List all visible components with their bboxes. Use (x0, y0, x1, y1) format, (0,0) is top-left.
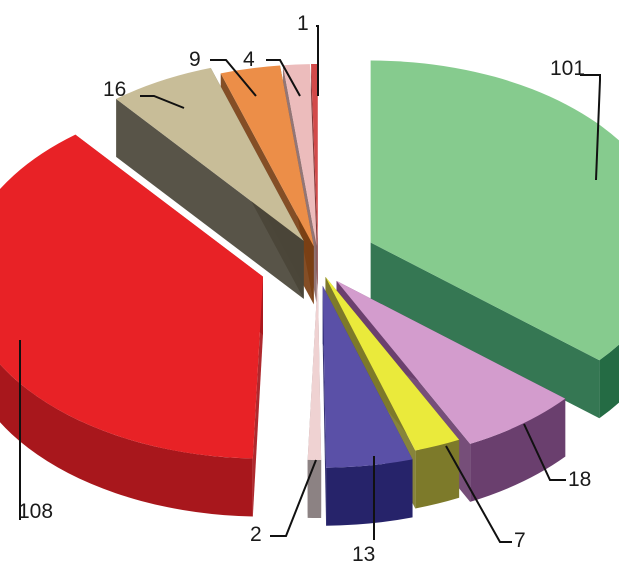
slice-wall-13-1 (322, 285, 327, 526)
leader-line-4 (266, 59, 301, 97)
leader-line-101 (580, 74, 601, 181)
slice-label-16: 16 (103, 78, 126, 101)
slice-side-2 (307, 459, 322, 518)
slice-side-18 (470, 398, 566, 502)
slice-label-18: 18 (568, 468, 591, 491)
pie-slice-101 (370, 60, 619, 419)
slice-top-4 (282, 64, 317, 247)
slice-wall-108-0 (252, 276, 263, 517)
slice-label-13: 13 (352, 543, 375, 566)
slice-top-101 (370, 60, 619, 361)
label-leaders (19, 25, 601, 543)
leader-line-7 (445, 445, 512, 543)
slice-top-7 (325, 276, 460, 451)
leader-line-9 (210, 59, 257, 97)
pie-labels: 101 18 7 13 2 108 16 9 4 1 (18, 12, 591, 566)
slice-label-7: 7 (514, 529, 526, 552)
leader-line-2 (270, 459, 317, 537)
pie-slices (0, 60, 619, 526)
slice-side-13 (326, 459, 413, 526)
slice-top-108 (0, 134, 263, 459)
slice-top-2 (307, 277, 322, 460)
slice-top-13 (322, 285, 413, 468)
slice-top-18 (336, 280, 566, 444)
slice-top-16 (116, 67, 304, 241)
pie-slice-16 (116, 67, 304, 299)
slice-side-108 (0, 364, 253, 517)
pie-slice-2 (307, 277, 322, 518)
slice-label-108: 108 (18, 500, 53, 523)
slice-top-1 (311, 64, 318, 247)
slice-label-9: 9 (189, 48, 201, 71)
leader-line-18 (523, 423, 566, 481)
slice-wall-101-1 (370, 242, 600, 419)
slice-top-9 (220, 65, 314, 247)
slice-label-4: 4 (243, 48, 255, 71)
slice-label-101: 101 (550, 57, 585, 80)
slice-side-101 (599, 344, 619, 419)
slice-label-2: 2 (250, 523, 262, 546)
slice-wall-16-0 (116, 98, 304, 299)
pie-slice-108 (0, 134, 263, 517)
leader-line-16 (140, 95, 185, 109)
leader-line-1 (316, 25, 319, 96)
pie-slice-13 (322, 285, 413, 526)
slice-label-1: 1 (297, 12, 309, 35)
slice-side-7 (415, 439, 460, 509)
